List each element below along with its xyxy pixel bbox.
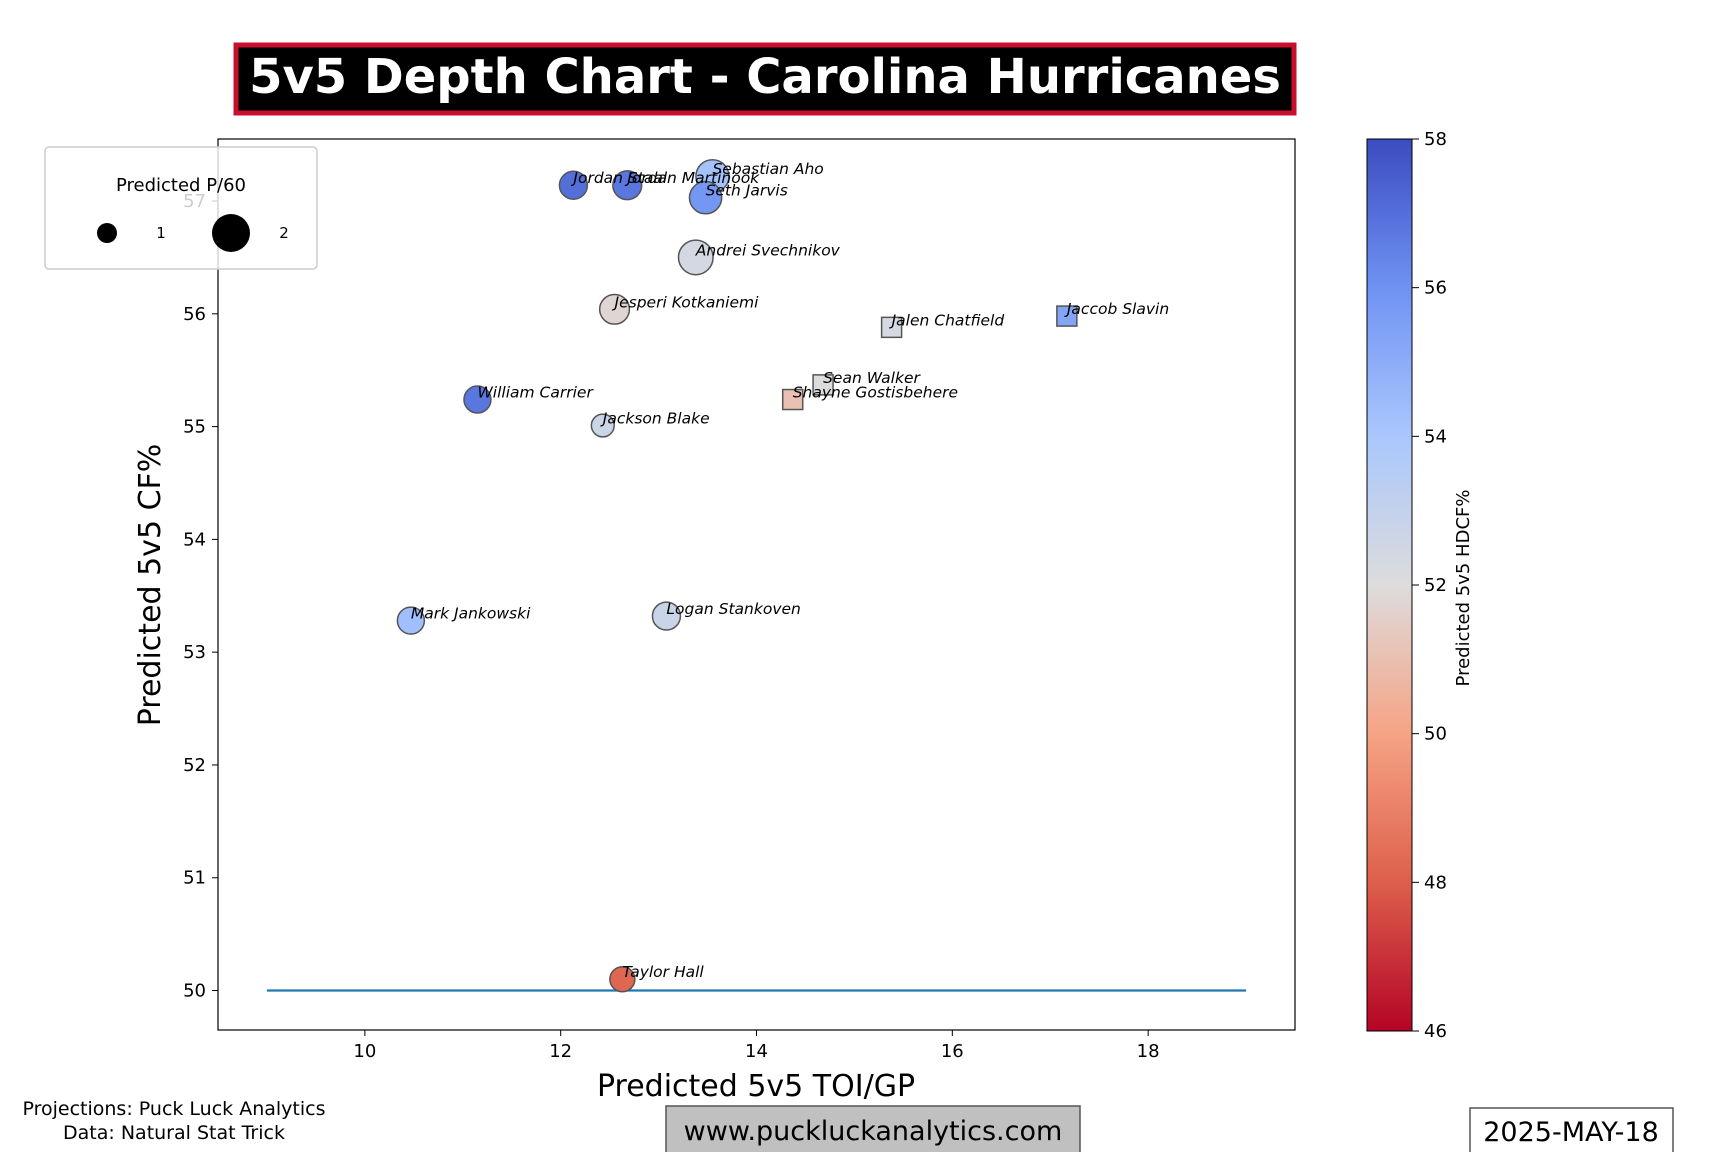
player-label: Sebastian Aho — [712, 160, 823, 178]
website-link[interactable]: www.puckluckanalytics.com — [684, 1116, 1063, 1147]
player-point-circle — [612, 170, 643, 201]
player-label: Jordan Staal — [570, 169, 667, 187]
colorbar-tick-label: 58 — [1424, 129, 1447, 150]
player-point-square — [781, 388, 804, 411]
x-tick-label: 18 — [1137, 1041, 1160, 1062]
player-label: Mark Jankowski — [411, 605, 531, 623]
player-label: Taylor Hall — [622, 963, 704, 981]
player-label: Jesperi Kotkaniemi — [612, 293, 760, 311]
player-point-circle — [590, 413, 615, 438]
size-legend-marker — [212, 214, 250, 252]
data-points — [396, 158, 1078, 993]
player-point-circle — [396, 606, 426, 635]
player-label: Sean Walker — [823, 369, 921, 387]
footer: Projections: Puck Luck Analytics Data: N… — [22, 1098, 1674, 1152]
player-label: Jalen Chatfield — [889, 311, 1005, 329]
colorbar-label: Predicted 5v5 HDCF% — [1453, 490, 1474, 687]
player-point-circle — [463, 385, 492, 414]
y-tick-label: 53 — [183, 642, 206, 663]
colorbar-tick-label: 56 — [1424, 278, 1447, 299]
player-point-circle — [609, 966, 636, 993]
player-point-circle — [677, 239, 714, 276]
x-tick-label: 12 — [549, 1041, 572, 1062]
y-tick-label: 52 — [183, 755, 206, 776]
chart-title-banner: 5v5 Depth Chart - Carolina Hurricanes — [233, 42, 1297, 116]
colorbar-ticks: 46 48 50 52 54 56 58 — [1412, 129, 1447, 1042]
player-label: Jordan Martinook — [624, 169, 760, 187]
player-point-circle — [688, 180, 723, 215]
player-label: Seth Jarvis — [706, 182, 788, 200]
y-axis-label: Predicted 5v5 CF% — [133, 444, 168, 727]
player-point-circle — [651, 601, 682, 631]
x-tick-label: 14 — [745, 1041, 768, 1062]
size-legend-box — [44, 146, 318, 270]
plot-area — [217, 138, 1296, 1031]
data-credit: Data: Natural Stat Trick — [63, 1122, 285, 1144]
website-box — [665, 1105, 1081, 1152]
size-legend-label: 2 — [279, 224, 289, 242]
x-tick-label: 16 — [941, 1041, 964, 1062]
colorbar: 46 48 50 52 54 56 58 Predicted 5v5 HDCF% — [1366, 129, 1474, 1042]
date-box — [1469, 1107, 1674, 1152]
colorbar-tick-label: 50 — [1424, 724, 1447, 745]
player-label: Jaccob Slavin — [1064, 300, 1169, 318]
y-tick-label: 56 — [183, 304, 206, 325]
player-label: Jackson Blake — [600, 409, 710, 427]
projections-credit: Projections: Puck Luck Analytics — [22, 1098, 325, 1120]
y-tick-label: 55 — [183, 417, 206, 438]
date-stamp: 2025-MAY-18 — [1483, 1117, 1659, 1148]
y-tick-label: 54 — [183, 529, 206, 550]
size-legend-label: 1 — [156, 224, 166, 242]
size-legend-title: Predicted P/60 — [116, 175, 246, 196]
x-axis-label: Predicted 5v5 TOI/GP — [597, 1069, 915, 1104]
colorbar-tick-label: 52 — [1424, 575, 1447, 596]
player-point-square — [812, 374, 834, 396]
colorbar-tick-label: 54 — [1424, 426, 1447, 447]
chart-title: 5v5 Depth Chart - Carolina Hurricanes — [249, 49, 1281, 105]
colorbar-tick-label: 46 — [1424, 1021, 1447, 1042]
player-label: Shayne Gostisbehere — [793, 384, 958, 402]
player-point-circle — [558, 170, 589, 200]
title-background — [233, 42, 1297, 116]
x-tick-label: 10 — [353, 1041, 376, 1062]
player-label: William Carrier — [477, 384, 594, 402]
player-label: Andrei Svechnikov — [695, 241, 841, 259]
y-tick-label: 51 — [183, 868, 206, 889]
player-point-square — [880, 316, 903, 339]
player-point-square — [1056, 305, 1078, 327]
y-tick-label: 50 — [183, 981, 206, 1002]
player-label: Logan Stankoven — [666, 600, 800, 618]
colorbar-gradient — [1366, 138, 1413, 1032]
colorbar-tick-label: 48 — [1424, 872, 1447, 893]
player-point-circle — [598, 293, 631, 325]
size-legend-marker — [97, 223, 117, 243]
